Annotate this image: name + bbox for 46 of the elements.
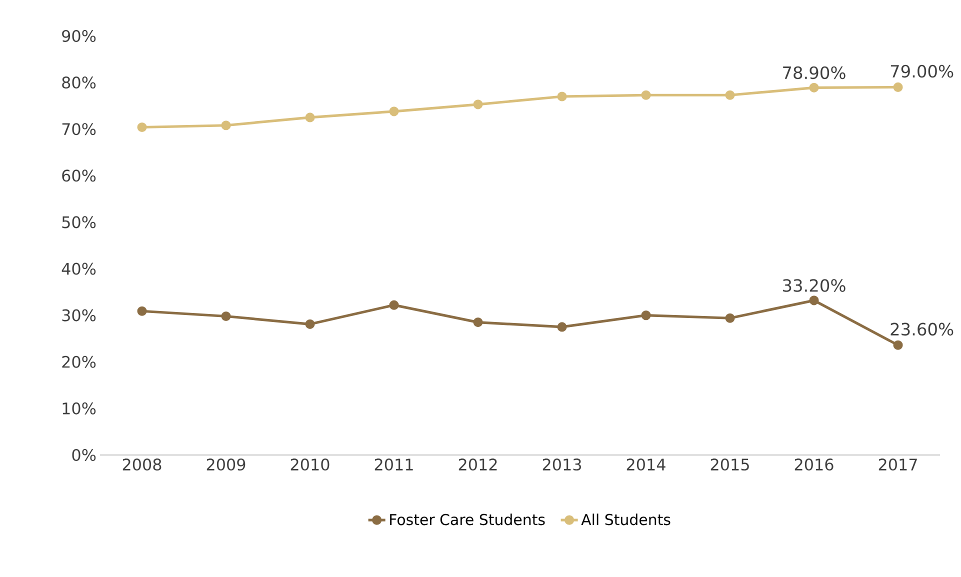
legend-label: All Students bbox=[581, 514, 670, 526]
y-tick-label: 70% bbox=[62, 123, 96, 136]
x-tick-label: 2012 bbox=[458, 458, 497, 471]
point bbox=[137, 306, 147, 316]
x-tick-label: 2016 bbox=[794, 458, 834, 471]
point bbox=[305, 112, 315, 122]
point bbox=[221, 120, 231, 130]
point bbox=[809, 82, 819, 92]
point bbox=[557, 322, 567, 332]
data-label: 33.20% bbox=[783, 279, 846, 292]
point bbox=[893, 82, 903, 92]
point bbox=[389, 106, 399, 116]
point bbox=[893, 340, 903, 350]
legend-label: Foster Care Students bbox=[390, 514, 545, 526]
data-label: 78.90% bbox=[783, 66, 846, 80]
x-tick-label: 2017 bbox=[878, 458, 917, 471]
y-tick-label: 80% bbox=[62, 76, 96, 89]
y-tick-label: 30% bbox=[62, 309, 96, 322]
y-tick-label: 40% bbox=[62, 262, 96, 275]
x-tick-label: 2013 bbox=[542, 458, 582, 471]
y-tick-label: 20% bbox=[62, 356, 96, 368]
data-label: 23.60% bbox=[890, 322, 954, 336]
y-tick-label: 50% bbox=[62, 216, 96, 228]
point bbox=[221, 311, 231, 322]
x-tick-label: 2010 bbox=[290, 458, 330, 471]
point bbox=[389, 300, 399, 310]
point bbox=[641, 310, 651, 320]
y-tick-label: 0% bbox=[72, 448, 96, 462]
data-label: 79.00% bbox=[890, 64, 954, 78]
x-tick-label: 2008 bbox=[122, 458, 162, 471]
point bbox=[557, 92, 567, 102]
point bbox=[137, 122, 147, 132]
x-tick-label: 2011 bbox=[374, 458, 413, 471]
x-tick-label: 2009 bbox=[206, 458, 246, 471]
point bbox=[641, 90, 651, 100]
point bbox=[809, 296, 819, 306]
point bbox=[305, 319, 315, 329]
y-tick-label: 90% bbox=[62, 30, 96, 42]
y-tick-label: 60% bbox=[62, 170, 96, 182]
point bbox=[473, 318, 483, 328]
point bbox=[725, 90, 735, 100]
point bbox=[725, 313, 735, 323]
y-tick-label: 10% bbox=[62, 402, 96, 414]
x-tick-label: 2015 bbox=[710, 458, 749, 471]
x-tick-label: 2014 bbox=[626, 458, 666, 471]
point bbox=[473, 100, 483, 110]
